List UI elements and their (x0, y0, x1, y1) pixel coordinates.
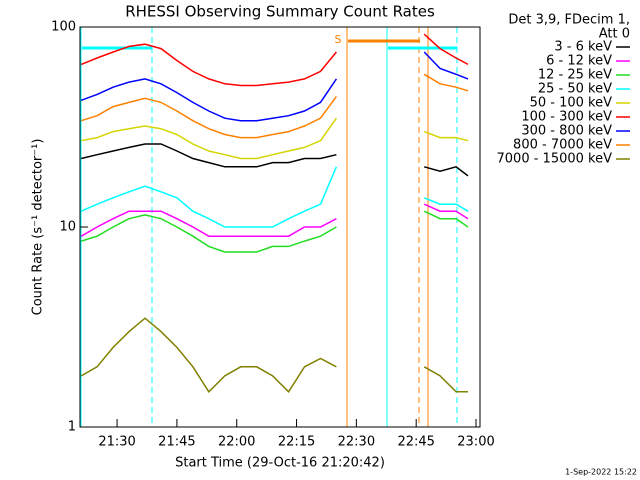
legend-header: Att 0 (599, 27, 630, 42)
x-tick-label: 21:30 (98, 435, 135, 450)
series-line (80, 317, 468, 393)
x-tick-label: 22:30 (338, 435, 375, 450)
legend-label: 50 - 100 keV (530, 96, 613, 111)
legend-label: 800 - 7000 keV (513, 138, 612, 153)
x-tick-label: 22:00 (218, 435, 255, 450)
series-line (81, 117, 469, 160)
x-tick-label: 21:45 (158, 435, 195, 450)
series-line (80, 33, 469, 87)
y-axis-label: Count Rate (s⁻¹ detector⁻¹) (31, 139, 46, 316)
legend-label: 100 - 300 keV (521, 110, 612, 125)
x-tick-label: 22:45 (397, 435, 434, 450)
series-line (80, 203, 469, 237)
x-tick-label: 23:00 (457, 435, 494, 450)
legend-label: 300 - 800 keV (521, 124, 612, 139)
y-tick-label: 10 (59, 220, 76, 235)
legend-label: 7000 - 15000 keV (497, 152, 613, 167)
flag-label: S (335, 33, 342, 46)
x-tick-label: 22:15 (278, 435, 315, 450)
series-line (80, 166, 469, 228)
legend-label: 12 - 25 keV (538, 68, 612, 83)
y-tick-label: 1 (68, 420, 76, 435)
x-axis-label: Start Time (29-Oct-16 21:20:42) (175, 456, 385, 471)
series-line (81, 143, 469, 177)
series-line (80, 73, 469, 139)
y-tick-label: 100 (51, 20, 76, 35)
legend-label: 6 - 12 keV (546, 54, 612, 69)
legend-header: Det 3,9, FDecim 1, (508, 13, 630, 28)
series-line (80, 210, 469, 253)
legend-label: 25 - 50 keV (538, 82, 612, 97)
chart-title: RHESSI Observing Summary Count Rates (125, 3, 435, 21)
legend-label: 3 - 6 keV (554, 40, 612, 55)
timestamp: 1-Sep-2022 15:22 (565, 468, 637, 477)
series-line (80, 51, 469, 122)
